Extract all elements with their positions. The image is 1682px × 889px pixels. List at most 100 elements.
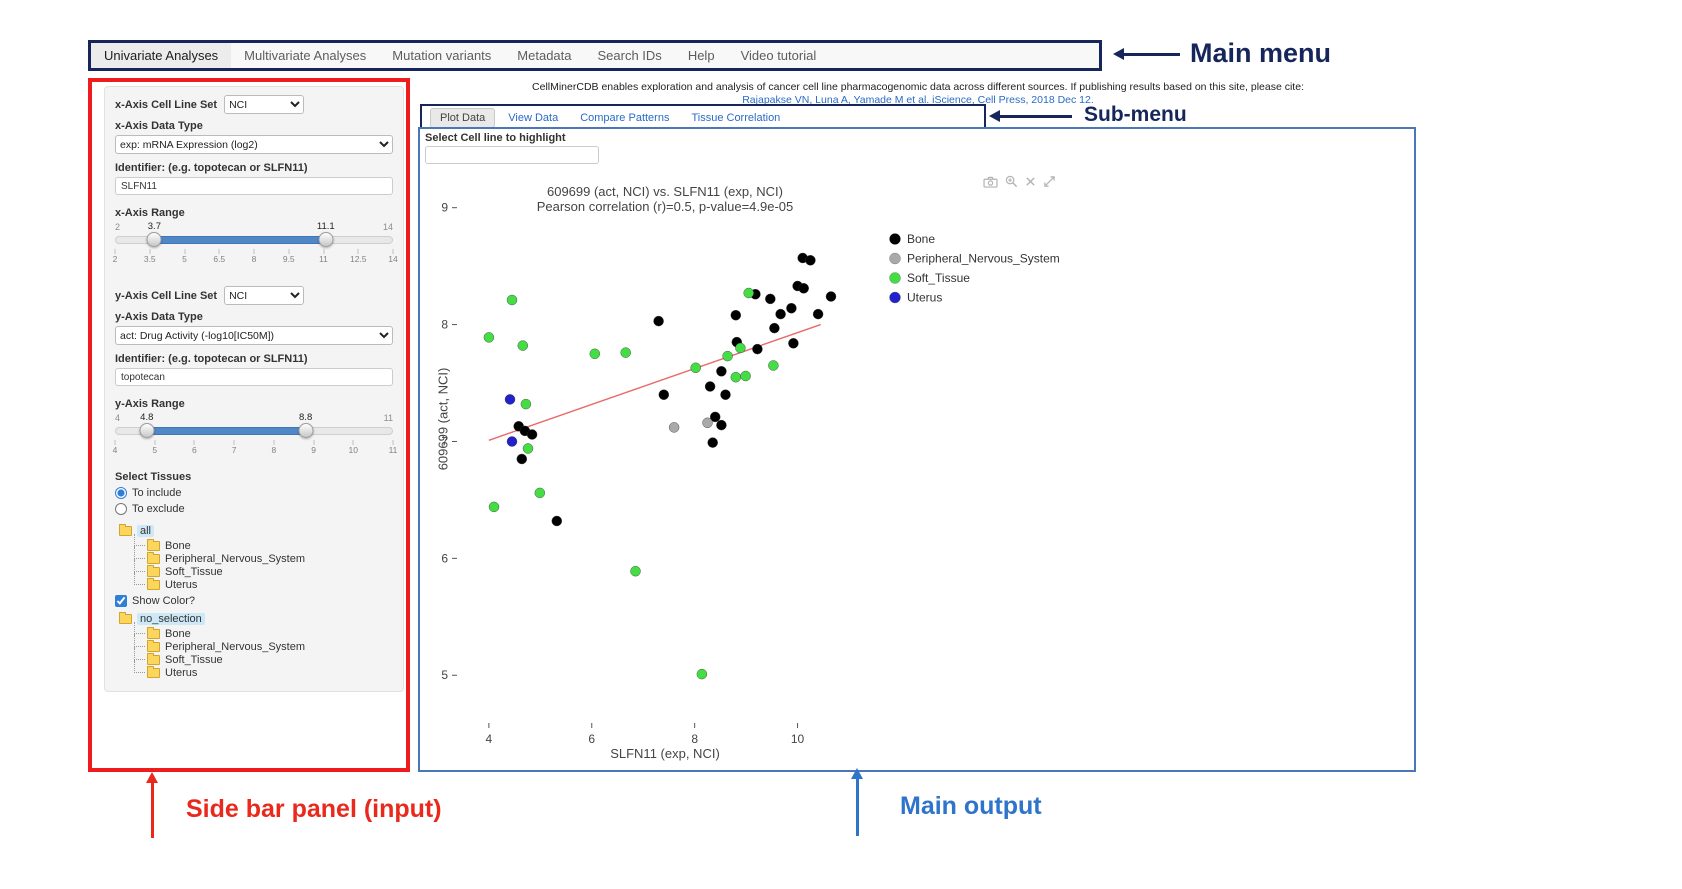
tissues-exclude-radio[interactable]: To exclude (115, 503, 393, 515)
menu-item[interactable]: Univariate Analyses (91, 43, 232, 68)
x-identifier-label: Identifier: (e.g. topotecan or SLFN11) (115, 162, 308, 174)
tree-item-tissue[interactable]: Uterus (131, 573, 393, 591)
tissues-include-radio[interactable]: To include (115, 487, 393, 499)
slider-handle-from[interactable] (146, 232, 162, 247)
tab[interactable]: View Data (508, 111, 559, 124)
y-range-label: y-Axis Range (115, 398, 185, 410)
folder-icon (147, 626, 160, 639)
close-icon[interactable] (1025, 176, 1036, 187)
x-cell-line-set-select[interactable]: NCI (224, 95, 305, 114)
svg-text:4: 4 (486, 732, 493, 746)
folder-icon (147, 551, 160, 564)
sub-menu-arrow (989, 110, 1072, 122)
x-range-label: x-Axis Range (115, 207, 185, 219)
svg-text:9: 9 (441, 201, 448, 215)
sidebar-arrow (146, 772, 158, 838)
plot-modebar (983, 175, 1056, 188)
svg-text:Peripheral_Nervous_System: Peripheral_Nervous_System (907, 252, 1060, 266)
folder-icon (147, 639, 160, 652)
tree-item-tissue[interactable]: Uterus (131, 661, 393, 679)
svg-text:8: 8 (691, 732, 698, 746)
annotation-main-menu: Main menu (1190, 38, 1332, 68)
y-cell-line-set-select[interactable]: NCI (224, 286, 305, 305)
annotation-sidebar: Side bar panel (input) (186, 795, 442, 823)
main-output-panel: Select Cell line to highlight 4 6 8 10 5 6 7 8 9… (418, 127, 1416, 772)
y-identifier-input[interactable] (115, 368, 393, 386)
folder-icon (147, 564, 160, 577)
main-menu-bar: Univariate Analyses Multivariate Analyses… (88, 40, 1102, 71)
slider-handle-from[interactable] (139, 423, 155, 438)
show-color-checkbox[interactable] (115, 595, 127, 607)
sidebar-outline (88, 78, 410, 772)
chart-title-line1: 609699 (act, NCI) vs. SLFN11 (exp, NCI) (546, 184, 783, 199)
tree-item-tissue[interactable]: Peripheral_Nervous_System (131, 635, 393, 660)
main-menu-arrow (1113, 48, 1180, 60)
tab[interactable]: Tissue Correlation (691, 111, 781, 124)
svg-text:8: 8 (441, 318, 448, 332)
folder-icon (119, 524, 132, 536)
citation-link[interactable]: Rajapakse VN, Luna A, Yamade M et al. iS… (742, 94, 1094, 106)
tree-root-all[interactable]: all (115, 523, 393, 539)
x-cell-line-set-label: x-Axis Cell Line Set (115, 98, 218, 111)
y-identifier-label: Identifier: (e.g. topotecan or SLFN11) (115, 353, 308, 365)
menu-item[interactable]: Multivariate Analyses (244, 48, 367, 63)
tree-item-tissue[interactable]: Soft_Tissue (131, 648, 393, 673)
x-identifier-input[interactable] (115, 177, 393, 195)
show-color-checkbox-row[interactable]: Show Color? (115, 595, 393, 607)
scatter-plot[interactable]: 4 6 8 10 5 6 7 8 9 Bone Peripheral_Nervous_System S… (429, 161, 1109, 761)
tissue-color-tree: no_selection Bone Peripheral_Nervous_Sys… (115, 611, 393, 679)
sidebar-panel: x-Axis Cell Line Set NCI x-Axis Data Typ… (104, 86, 404, 692)
x-data-type-select[interactable]: exp: mRNA Expression (log2) (115, 135, 393, 154)
highlight-cell-line-input[interactable] (425, 146, 599, 164)
tree-item-tissue[interactable]: Bone (131, 534, 393, 559)
x-axis-range-slider[interactable]: 2 14 3.7 11.1 2 3.5 5 6.5 8 9.5 11 12.5 14 (112, 221, 398, 264)
chart-title: 609699 (act, NCI) vs. SLFN11 (exp, NCI) … (429, 184, 901, 214)
tissue-include-tree: all Bone Peripheral_Nervous_System Soft_… (115, 523, 393, 591)
highlight-cell-line-label: Select Cell line to highlight (425, 132, 566, 144)
tab[interactable]: Compare Patterns (580, 111, 670, 124)
menu-item[interactable]: Video tutorial (740, 48, 817, 63)
menu-item[interactable]: Help (687, 48, 715, 63)
y-data-type-label: y-Axis Data Type (115, 311, 203, 323)
menu-item[interactable]: Metadata (517, 48, 572, 63)
svg-text:Bone: Bone (907, 232, 935, 246)
annotation-main-output: Main output (900, 792, 1042, 820)
svg-text:Soft_Tissue: Soft_Tissue (907, 271, 970, 285)
svg-text:6: 6 (441, 551, 448, 565)
chart-title-line2: Pearson correlation (r)=0.5, p-value=4.9… (536, 199, 794, 214)
svg-text:5: 5 (441, 668, 448, 682)
y-axis-range-slider[interactable]: 4 11 4.8 8.8 4 5 6 7 8 9 10 11 (112, 412, 398, 455)
autoscale-icon[interactable] (1043, 175, 1056, 188)
folder-icon (119, 612, 132, 624)
tree-root-no-selection[interactable]: no_selection (115, 611, 393, 627)
y-data-type-select[interactable]: act: Drug Activity (-log10[IC50M]) (115, 326, 393, 345)
menu-item[interactable]: Search IDs (597, 48, 662, 63)
slider-handle-to[interactable] (318, 232, 334, 247)
y-cell-line-set-label: y-Axis Cell Line Set (115, 289, 218, 302)
zoom-in-icon[interactable] (1005, 175, 1018, 188)
y-axis-label: 609699 (act, NCI) (435, 367, 451, 471)
tree-item-tissue[interactable]: Soft_Tissue (131, 560, 393, 585)
folder-icon (147, 577, 160, 590)
svg-text:7: 7 (441, 434, 448, 448)
menu-item[interactable]: Mutation variants (392, 48, 492, 63)
folder-icon (147, 665, 160, 678)
exclude-radio-input[interactable] (115, 503, 127, 515)
select-tissues-label: Select Tissues (115, 471, 192, 483)
slider-handle-to[interactable] (298, 423, 314, 438)
svg-text:6: 6 (588, 732, 595, 746)
svg-text:Uterus: Uterus (907, 291, 942, 305)
annotation-sub-menu: Sub-menu (1084, 103, 1187, 126)
tree-item-tissue[interactable]: Bone (131, 622, 393, 647)
camera-icon[interactable] (983, 176, 998, 188)
citation-text: CellMinerCDB enables exploration and ana… (532, 81, 1304, 93)
main-menu-items: Univariate Analyses Multivariate Analyses… (91, 43, 829, 68)
folder-icon (147, 652, 160, 665)
folder-icon (147, 538, 160, 551)
tree-item-tissue[interactable]: Peripheral_Nervous_System (131, 547, 393, 572)
x-axis-label: SLFN11 (exp, NCI) (610, 746, 720, 761)
tab[interactable]: Plot Data (430, 107, 496, 128)
main-output-arrow (851, 768, 863, 836)
include-radio-input[interactable] (115, 487, 127, 499)
